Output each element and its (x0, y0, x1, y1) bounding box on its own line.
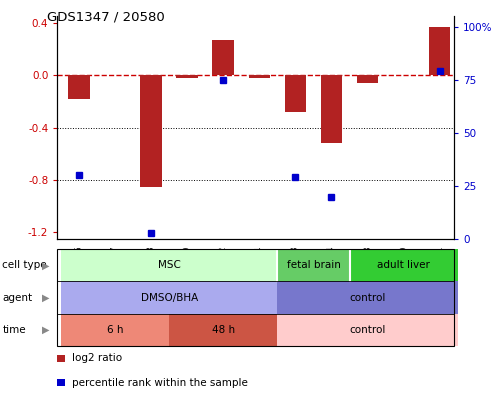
Text: DMSO/BHA: DMSO/BHA (141, 293, 198, 303)
Bar (140, 75, 162, 187)
Text: ▶: ▶ (42, 325, 50, 335)
Text: cell type: cell type (2, 260, 47, 270)
Bar (357, 75, 378, 83)
Text: log2 ratio: log2 ratio (72, 354, 122, 363)
Text: 48 h: 48 h (212, 325, 235, 335)
Text: MSC: MSC (158, 260, 181, 270)
Text: agent: agent (2, 293, 32, 303)
Text: adult liver: adult liver (377, 260, 430, 270)
Text: GDS1347 / 20580: GDS1347 / 20580 (47, 10, 165, 23)
Bar (249, 75, 270, 78)
Bar (321, 75, 342, 143)
Text: control: control (349, 325, 386, 335)
Bar (177, 75, 198, 78)
Text: ▶: ▶ (42, 293, 50, 303)
Text: ▶: ▶ (42, 260, 50, 270)
Text: fetal brain: fetal brain (286, 260, 340, 270)
Text: control: control (349, 293, 386, 303)
Bar (284, 75, 306, 112)
Text: percentile rank within the sample: percentile rank within the sample (72, 378, 248, 388)
Text: time: time (2, 325, 26, 335)
Bar (213, 40, 234, 75)
Text: 6 h: 6 h (107, 325, 123, 335)
Bar (68, 75, 90, 99)
Bar (429, 27, 451, 75)
